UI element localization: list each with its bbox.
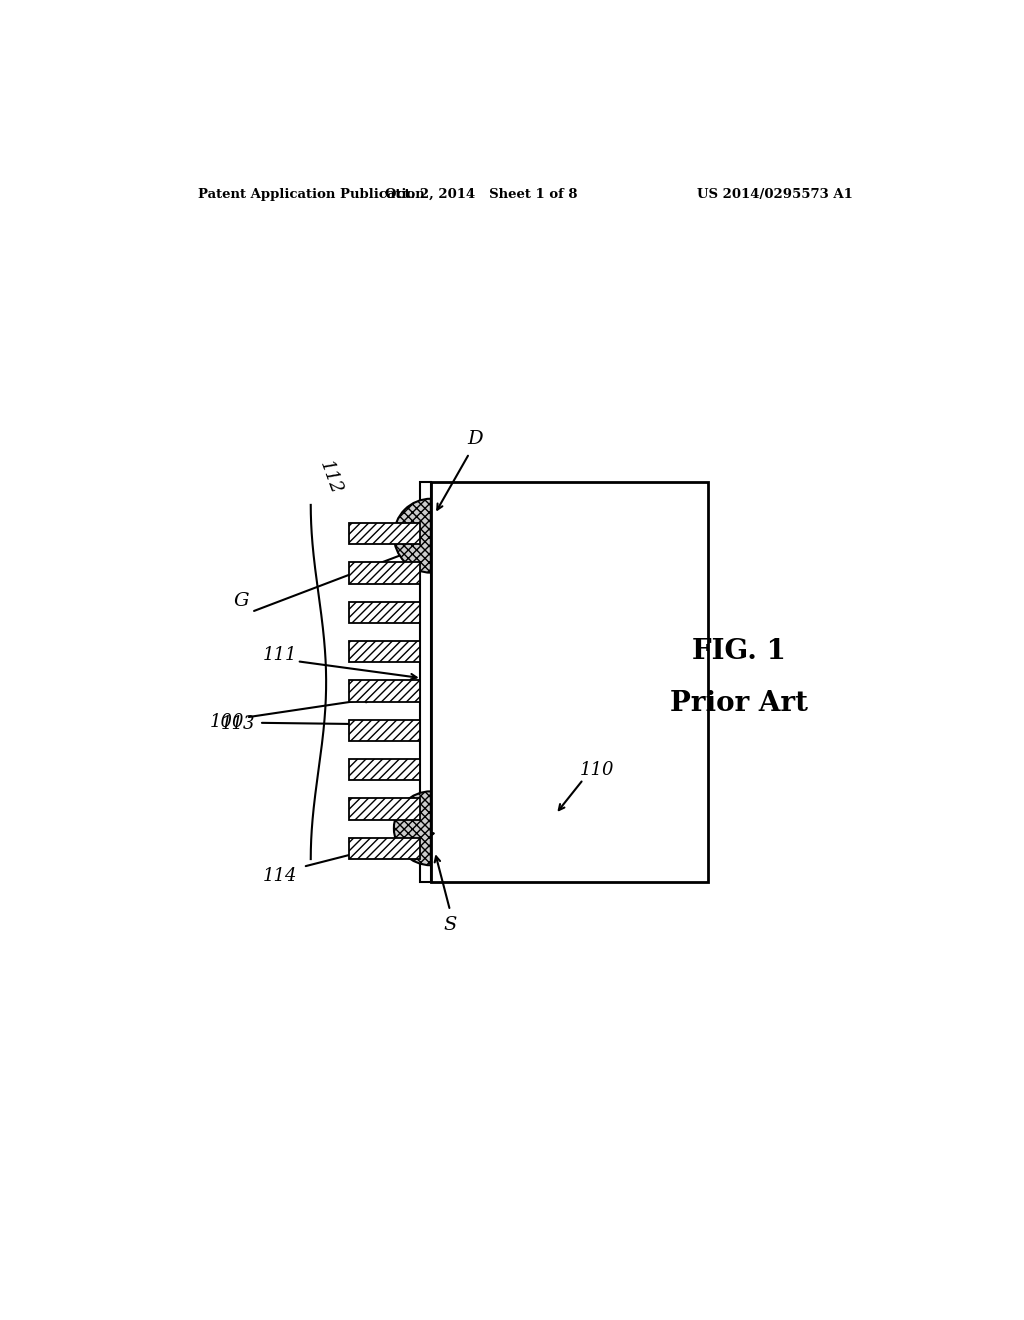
Text: D: D [468,430,483,449]
Text: FIG. 1: FIG. 1 [692,638,785,665]
Text: 111: 111 [263,645,297,664]
Text: G: G [233,593,249,610]
Bar [349,838,420,859]
Bar [349,759,420,780]
Bar [420,482,431,882]
Text: 112: 112 [315,458,344,498]
Text: S: S [443,916,457,933]
Text: 110: 110 [580,762,614,779]
Bar [349,642,420,663]
Text: Patent Application Publication: Patent Application Publication [199,187,425,201]
Bar [349,680,420,702]
Bar [349,799,420,820]
Wedge shape [394,792,431,866]
Wedge shape [394,499,431,573]
Bar [349,523,420,544]
Bar [431,482,708,882]
Text: 114: 114 [263,867,297,884]
Bar [349,562,420,583]
Bar [349,602,420,623]
Text: Oct. 2, 2014   Sheet 1 of 8: Oct. 2, 2014 Sheet 1 of 8 [385,187,578,201]
Text: 113: 113 [220,715,255,734]
Text: Prior Art: Prior Art [670,690,808,717]
Text: 100: 100 [210,713,244,731]
Text: US 2014/0295573 A1: US 2014/0295573 A1 [697,187,853,201]
Bar [349,719,420,741]
